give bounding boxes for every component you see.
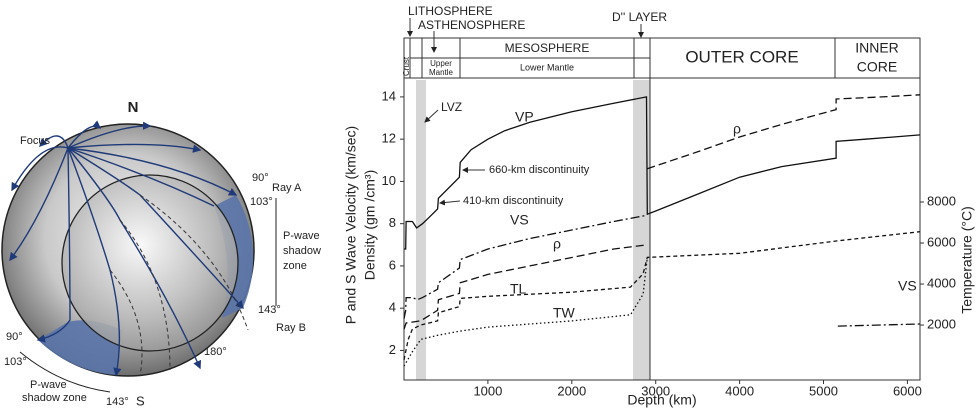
y2-tick-label: 2000 [927, 316, 956, 331]
y2-tick-label: 8000 [927, 193, 956, 208]
y2-tick-label: 4000 [927, 275, 956, 290]
x-tick-label: 6000 [893, 383, 922, 398]
core-outline [61, 174, 239, 352]
curve-label: VP [515, 109, 534, 125]
y-axis-title: Density (gm /cm³) [362, 170, 378, 280]
lvz-band [416, 80, 426, 380]
layer-label: OUTER CORE [685, 47, 798, 66]
annotation: 410-km discontinuity [463, 195, 564, 207]
rays [9, 120, 249, 377]
y-tick-label: 10 [382, 173, 396, 188]
angle-label: 90° [252, 172, 269, 184]
bracket [19, 351, 111, 393]
layer-label: ASTHENOSPHERE [418, 18, 525, 32]
y-tick-label: 4 [389, 300, 396, 315]
shadow-zone-label: P-wave [30, 379, 67, 391]
focus-label: Focus [20, 135, 50, 147]
x-axis-title: Depth (km) [627, 392, 696, 408]
layer-header [403, 18, 921, 381]
layer-label: Upper [430, 59, 452, 68]
curve-label: TL [510, 281, 527, 297]
curve-label: VS [510, 212, 529, 228]
angle-label: 180° [204, 346, 227, 358]
layer-label: INNER [855, 40, 899, 56]
series-line [404, 96, 921, 250]
y-tick-label: 8 [389, 215, 396, 230]
d-layer-band [633, 80, 650, 380]
series-line [837, 323, 921, 327]
series-line [403, 214, 648, 319]
annotation: LVZ [441, 100, 462, 114]
layer-label: Crust [402, 56, 411, 76]
y-tick-label: 6 [389, 257, 396, 272]
x-tick-label: 3000 [641, 383, 670, 398]
y2-axis-title: Temperature (°C) [959, 206, 975, 314]
y-axis-title: P and S Wave Velocity (km/sec) [343, 126, 359, 324]
layer-label: CORE [857, 59, 897, 75]
shadow-zone-label: shadow zone [22, 392, 87, 404]
layer-label: Mantle [429, 68, 454, 77]
angle-label: 143° [106, 396, 129, 408]
x-tick-label: 1000 [473, 383, 502, 398]
layer-label: Lower Mantle [520, 62, 574, 72]
shadow-zone-label: zone [283, 260, 307, 272]
curve-label: ρ [553, 236, 561, 252]
y2-tick-label: 6000 [927, 234, 956, 249]
series-line [403, 257, 648, 367]
layer-label: D'' LAYER [612, 10, 667, 24]
north-label: N [128, 99, 139, 116]
x-tick-label: 2000 [557, 383, 586, 398]
layer-label: MESOSPHERE [505, 41, 590, 55]
ray-label: Ray A [272, 182, 302, 194]
angle-label: 90° [6, 331, 23, 343]
curve-label: ρ [733, 121, 741, 137]
curve-label: TW [553, 305, 576, 321]
shadow-zone-label: P-wave [283, 230, 320, 242]
series-line [403, 244, 648, 330]
layer-label: LITHOSPHERE [408, 4, 493, 18]
y-tick-label: 14 [382, 88, 396, 103]
x-tick-label: 5000 [809, 383, 838, 398]
y-tick-label: 2 [389, 342, 396, 357]
curve-label: VS [898, 278, 917, 294]
shadow-zone-label: shadow [283, 245, 321, 257]
angle-label: 143° [258, 304, 281, 316]
x-tick-label: 4000 [725, 383, 754, 398]
y-tick-label: 12 [382, 131, 396, 146]
angle-label: 103° [4, 356, 27, 368]
south-label: S [136, 393, 145, 408]
series-line [647, 94, 921, 170]
series-line [403, 231, 921, 361]
annotation: 660-km discontinuity [489, 164, 590, 176]
ray-label: Ray B [276, 322, 306, 334]
angle-label: 103° [250, 196, 273, 208]
earth-diagram: N Focus 90° Ray A 103° P-wave shadow zon… [1, 99, 321, 408]
